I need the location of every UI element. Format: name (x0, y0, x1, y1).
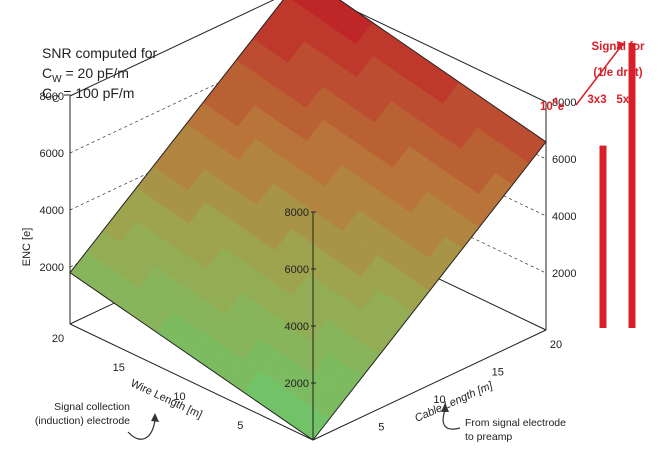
title-line-2: CW = 20 pF/m (42, 65, 129, 85)
z-tick-right: 8000 (552, 97, 576, 109)
note-cable-line-2: to preamp (465, 431, 512, 443)
surface-patch (291, 0, 311, 9)
x-tick: 20 (52, 333, 64, 345)
x-tick: 5 (237, 420, 243, 432)
y-tick: 10 (433, 394, 445, 406)
z-tick-left: 2000 (40, 262, 64, 274)
signal-ref-arrow (575, 44, 623, 106)
signal-ref-arrowhead (617, 41, 626, 49)
z-tick-left: 6000 (40, 148, 64, 160)
z-tick-front: 2000 (285, 378, 309, 390)
title-line-3: CC = 100 pF/m (42, 85, 134, 105)
y-tick: 20 (550, 339, 562, 351)
note-wire-arrowhead (151, 413, 159, 422)
z-axis-label: ENC [e] (21, 228, 33, 267)
z-tick-right: 2000 (552, 268, 576, 280)
signal-ref-label: 104e (540, 96, 565, 113)
note-wire-arrow (127, 419, 156, 440)
gridline-6000 (69, 42, 547, 160)
note-wire-line-2: (induction) electrode (35, 415, 130, 427)
note-cable-line-1: From signal electrode (465, 417, 566, 429)
gridline-8000 (69, 0, 547, 103)
z-tick-left: 8000 (40, 91, 64, 103)
signal-bar (628, 43, 636, 328)
y-tick: 5 (378, 422, 384, 434)
signal-bar (599, 145, 607, 328)
z-tick-front: 8000 (285, 207, 309, 219)
z-tick-left: 4000 (40, 205, 64, 217)
box-edge-6 (312, 329, 547, 441)
note-cable-arrow (442, 409, 461, 430)
signal-bar-label: 3x3 (587, 94, 606, 106)
x-axis-label: Wire Length [m] (129, 377, 204, 421)
surface-outline (69, 0, 547, 441)
x-tick: 15 (113, 362, 125, 374)
note-cable-arrowhead (441, 403, 449, 412)
z-tick-right: 6000 (552, 154, 576, 166)
title-line-1: SNR computed for (42, 45, 157, 61)
y-tick: 15 (492, 367, 504, 379)
x-tick: 10 (173, 391, 185, 403)
surface-patch (320, 0, 356, 33)
z-tick-right: 4000 (552, 211, 576, 223)
z-tick-front: 6000 (285, 264, 309, 276)
note-wire-line-1: Signal collection (54, 401, 130, 413)
surface-patch (303, 0, 337, 21)
z-tick-front: 4000 (285, 321, 309, 333)
surface-patch (269, 0, 305, 30)
box-edge-5 (69, 323, 314, 441)
